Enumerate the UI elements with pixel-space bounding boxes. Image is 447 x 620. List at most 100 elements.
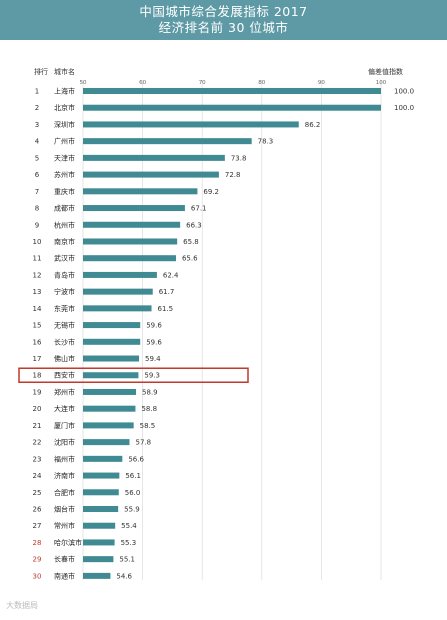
city-label: 深圳市 (54, 120, 75, 129)
bar (83, 271, 157, 278)
rank-label: 2 (35, 104, 39, 112)
city-label: 无锡市 (54, 321, 75, 330)
city-label: 宁波市 (54, 287, 75, 296)
bar (83, 355, 140, 362)
rank-label: 13 (33, 288, 42, 296)
rank-label: 9 (35, 221, 39, 229)
bar (83, 238, 178, 245)
city-label: 北京市 (54, 103, 75, 112)
rank-label: 28 (33, 539, 42, 547)
rank-label: 21 (33, 422, 42, 430)
value-label: 55.4 (121, 522, 137, 530)
bar (83, 338, 141, 345)
chart-title: 中国城市综合发展指标 2017 (139, 4, 308, 19)
rank-label: 3 (35, 121, 39, 129)
city-header: 城市名 (54, 67, 75, 76)
city-label: 沈阳市 (54, 438, 75, 447)
bar (83, 455, 123, 462)
city-label: 常州市 (54, 521, 75, 530)
rank-label: 11 (33, 255, 42, 263)
value-label: 100.0 (394, 104, 414, 112)
rank-label: 17 (33, 355, 42, 363)
city-label: 郑州市 (54, 387, 75, 396)
value-label: 56.6 (128, 455, 144, 463)
bar (83, 221, 181, 228)
city-label: 佛山市 (54, 354, 75, 363)
bar (83, 572, 111, 579)
chart-header: 中国城市综合发展指标 2017 经济排名前 30 位城市 (0, 0, 447, 40)
rank-label: 29 (33, 556, 42, 564)
bar (83, 472, 120, 479)
city-label: 南京市 (54, 237, 75, 246)
rank-label: 26 (33, 506, 42, 514)
city-label: 东莞市 (54, 304, 75, 313)
city-label: 济南市 (54, 471, 75, 480)
city-label: 杭州市 (54, 220, 75, 229)
city-label: 天津市 (54, 153, 75, 162)
value-label: 58.8 (141, 405, 157, 413)
bar (83, 188, 198, 195)
x-tick-label: 50 (80, 80, 87, 86)
value-label: 59.4 (145, 355, 161, 363)
value-label: 55.9 (124, 506, 140, 514)
value-label: 66.3 (186, 221, 202, 229)
bar (83, 288, 153, 295)
bar (83, 439, 130, 446)
city-label: 合肥市 (54, 488, 75, 497)
rank-label: 4 (35, 138, 40, 146)
value-label: 58.9 (142, 388, 158, 396)
bar (83, 489, 119, 496)
bar (83, 506, 119, 512)
bar (83, 154, 225, 161)
value-label: 55.3 (121, 539, 137, 547)
rank-label: 22 (33, 439, 42, 447)
x-tick-label: 90 (318, 80, 325, 86)
value-label: 61.5 (158, 305, 174, 313)
city-label: 南通市 (54, 571, 75, 580)
city-label: 武汉市 (54, 254, 75, 263)
bar-chart: 排行 城市名 偏差值指数 50 60 70 80 90 100 1 上海市 100.0 2 北京市 100.… (18, 67, 414, 580)
bar (83, 305, 152, 312)
x-tick-label: 80 (258, 80, 265, 86)
city-label: 长春市 (54, 555, 75, 564)
value-label: 59.6 (146, 322, 162, 330)
value-label: 73.8 (231, 154, 247, 162)
bar (83, 539, 115, 546)
value-label: 69.2 (203, 188, 219, 196)
value-label: 55.1 (119, 556, 135, 564)
city-label: 广州市 (54, 137, 75, 146)
chart-subtitle: 经济排名前 30 位城市 (158, 20, 289, 35)
rank-label: 6 (35, 171, 40, 179)
bar (83, 322, 141, 329)
rank-label: 23 (33, 455, 42, 463)
rank-label: 30 (33, 572, 42, 580)
rank-label: 7 (35, 188, 39, 196)
city-label: 福州市 (54, 454, 75, 463)
highlight-box (18, 367, 249, 383)
rank-label: 12 (33, 271, 42, 279)
watermark: 大数据局 (6, 601, 38, 610)
rank-label: 1 (35, 88, 39, 96)
city-label: 厦门市 (54, 421, 75, 430)
city-label: 上海市 (54, 87, 75, 96)
value-label: 57.8 (135, 439, 151, 447)
bar (83, 171, 219, 178)
value-label: 54.6 (116, 572, 132, 580)
rank-label: 15 (33, 322, 42, 330)
bar (83, 205, 185, 212)
rank-label: 10 (33, 238, 42, 246)
city-label: 青岛市 (54, 270, 75, 279)
city-label: 哈尔滨市 (54, 538, 82, 547)
bar (83, 104, 381, 111)
rank-label: 16 (33, 338, 42, 346)
value-label: 65.6 (182, 255, 198, 263)
value-label: 72.8 (225, 171, 241, 179)
x-tick-label: 60 (139, 80, 146, 86)
value-label: 61.7 (159, 288, 175, 296)
value-label: 59.6 (146, 338, 162, 346)
bar (83, 405, 136, 412)
city-label: 重庆市 (54, 187, 75, 196)
bar (83, 422, 134, 429)
city-label: 苏州市 (54, 170, 75, 179)
value-label: 65.8 (183, 238, 199, 246)
